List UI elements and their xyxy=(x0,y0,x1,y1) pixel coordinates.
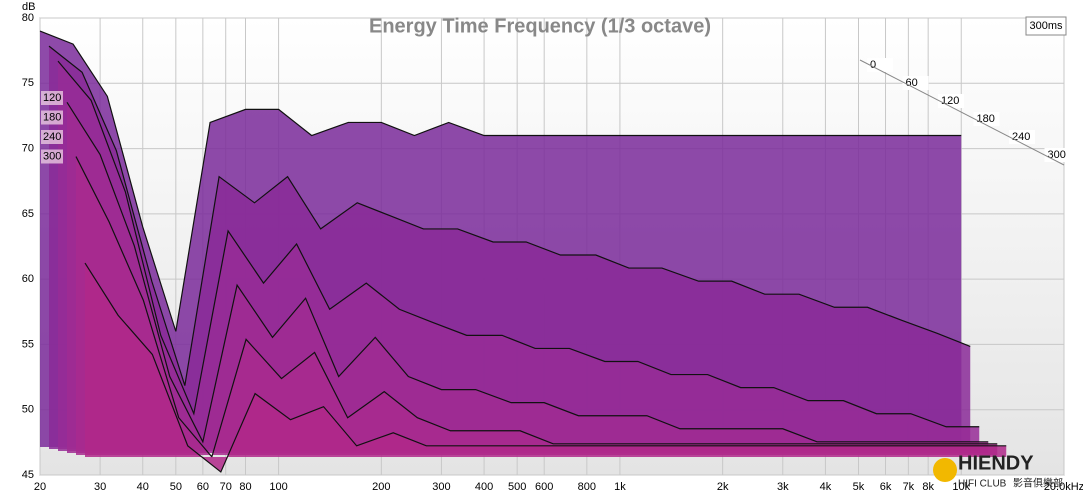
x-tick-label: 2k xyxy=(717,481,729,493)
time-tick-label: 300 xyxy=(1048,149,1066,161)
x-tick-label: 8k xyxy=(922,481,934,493)
x-tick-label: 40 xyxy=(137,481,149,493)
x-tick-label: 30 xyxy=(94,481,106,493)
y-tick-label: 50 xyxy=(22,404,34,416)
slice-area xyxy=(85,263,1007,472)
chart-title: Energy Time Frequency (1/3 octave) xyxy=(369,15,711,37)
x-tick-label: 1k xyxy=(614,481,626,493)
x-tick-label: 10k xyxy=(952,481,970,493)
x-tick-label: 500 xyxy=(508,481,526,493)
time-tick-label: 60 xyxy=(906,77,918,89)
time-axis xyxy=(859,59,1065,166)
x-tick-label: 100 xyxy=(269,481,287,493)
y-tick-label: 55 xyxy=(22,338,34,350)
x-tick-label: 600 xyxy=(535,481,553,493)
y-tick-label: 70 xyxy=(22,142,34,154)
x-tick-label: 4k xyxy=(820,481,832,493)
wall-tick-label: 180 xyxy=(43,111,61,123)
x-tick-label: 6k xyxy=(880,481,892,493)
x-tick-label: 3k xyxy=(777,481,789,493)
time-tick-box xyxy=(867,58,893,72)
y-tick-label: 80 xyxy=(22,12,34,24)
y-tick-label: 75 xyxy=(22,77,34,89)
x-tick-label: 50 xyxy=(170,481,182,493)
x-tick-label: 300 xyxy=(432,481,450,493)
x-tick-label: 400 xyxy=(475,481,493,493)
wall-tick-label: 300 xyxy=(43,150,61,162)
slice-area xyxy=(76,156,998,457)
wall-tick-box xyxy=(41,91,63,105)
time-tick-box xyxy=(973,112,1000,126)
slice-line xyxy=(48,45,971,386)
logo-brand: HIENDY xyxy=(958,452,1034,474)
time-tick-label: 120 xyxy=(941,95,959,107)
slice-line xyxy=(66,102,989,444)
y-tick-label: 65 xyxy=(22,208,34,220)
slice-line xyxy=(84,262,1007,473)
x-tick-label: 200 xyxy=(372,481,390,493)
time-label: 300ms xyxy=(1029,20,1063,32)
wall-tick-label: 240 xyxy=(43,131,61,143)
y-axis-label: dB xyxy=(22,1,35,13)
wall-tick-box xyxy=(41,110,63,125)
time-tick-label: 0 xyxy=(870,59,876,71)
logo-icon xyxy=(933,458,957,482)
wall-tick-box xyxy=(41,149,63,164)
slice-line xyxy=(39,30,962,332)
wall-tick-label: 120 xyxy=(43,92,61,104)
x-tick-label: 60 xyxy=(197,481,209,493)
slice-line xyxy=(75,156,998,459)
y-tick-label: 60 xyxy=(22,273,34,285)
x-tick-label: 20.0kHz xyxy=(1044,481,1083,493)
time-tick-label: 180 xyxy=(977,113,995,125)
watermark: HIENDY HIFI CLUB 影音俱樂部 xyxy=(933,452,1063,490)
x-tick-label: 5k xyxy=(853,481,865,493)
time-box xyxy=(1025,16,1067,36)
time-tick-box xyxy=(938,94,964,108)
y-tick-label: 45 xyxy=(22,469,34,481)
x-tick-label: 70 xyxy=(220,481,232,493)
time-tick-label: 240 xyxy=(1012,131,1030,143)
x-tick-label: 800 xyxy=(578,481,596,493)
wall-tick-box xyxy=(41,130,63,144)
time-tick-box xyxy=(902,76,929,90)
x-tick-label: 80 xyxy=(239,481,251,493)
x-tick-label: 7k xyxy=(903,481,915,493)
slice-line xyxy=(57,60,980,428)
x-tick-label: 20 xyxy=(34,481,46,493)
logo-sub: HIFI CLUB xyxy=(958,479,1007,490)
logo-cjk: 影音俱樂部 xyxy=(1013,477,1063,490)
